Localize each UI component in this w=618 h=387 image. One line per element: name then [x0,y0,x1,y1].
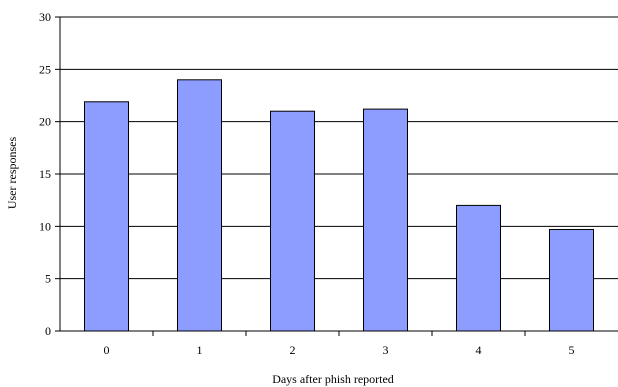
x-tick-label: 2 [290,343,296,357]
bar-day-1 [177,79,222,332]
y-tick-label: 20 [39,115,51,129]
gridlines [60,16,618,280]
y-tick-label: 5 [45,272,51,286]
x-tick-label: 1 [197,343,203,357]
bars [84,79,594,332]
y-tick-label: 15 [39,167,51,181]
bar-day-5 [549,228,594,332]
bar-day-3 [363,108,408,332]
x-tick-labels: 0 1 2 3 4 5 [104,343,575,357]
bar-day-0 [84,101,129,332]
x-axis-title: Days after phish reported [272,372,394,386]
y-tick-label: 25 [39,62,51,76]
axes [55,16,618,336]
bar-day-4 [456,204,501,332]
x-tick-label: 0 [104,343,110,357]
y-tick-label: 10 [39,219,51,233]
y-axis-title: User responses [5,137,19,210]
x-tick-label: 5 [569,343,575,357]
y-tick-labels: 0 5 10 15 20 25 30 [39,10,51,338]
bar-day-2 [270,110,315,332]
x-tick-label: 4 [476,343,482,357]
y-tick-label: 0 [45,324,51,338]
x-tick-label: 3 [383,343,389,357]
y-tick-label: 30 [39,10,51,24]
